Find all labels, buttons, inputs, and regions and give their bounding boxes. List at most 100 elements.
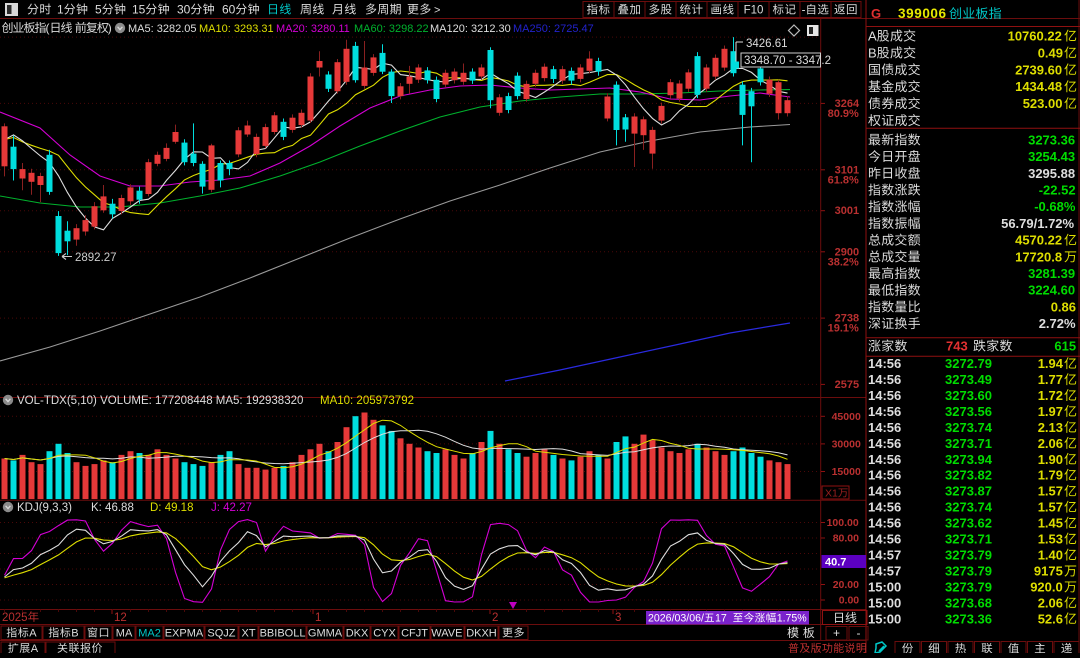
svg-text:14:56: 14:56 (868, 356, 901, 371)
svg-text:14:56: 14:56 (868, 388, 901, 403)
svg-text:14:56: 14:56 (868, 436, 901, 451)
svg-text:14:57: 14:57 (868, 548, 901, 563)
svg-text:2739.60: 2739.60 (1015, 62, 1062, 77)
svg-text:1.45: 1.45 (1038, 516, 1063, 531)
svg-text:3254.43: 3254.43 (1028, 149, 1075, 164)
svg-text:2.06: 2.06 (1038, 595, 1063, 610)
svg-text:3224.60: 3224.60 (1028, 283, 1075, 298)
svg-text:12: 12 (114, 612, 127, 624)
svg-text:5: 5 (95, 3, 102, 17)
svg-text:14:56: 14:56 (868, 516, 901, 531)
svg-text:2026/03/06/: 2026/03/06/ (648, 613, 704, 625)
svg-text:1.97: 1.97 (1038, 404, 1063, 419)
svg-text:14:56: 14:56 (868, 452, 901, 467)
svg-text:14:56: 14:56 (868, 468, 901, 483)
svg-text:61.8%: 61.8% (828, 174, 859, 186)
svg-text:80.9%: 80.9% (828, 108, 859, 120)
svg-text:D: 49.18: D: 49.18 (150, 502, 193, 514)
svg-text:1: 1 (315, 612, 321, 624)
svg-text:399006: 399006 (898, 6, 947, 21)
svg-text:DKX: DKX (346, 628, 369, 640)
svg-text:MA60: 3298.22: MA60: 3298.22 (354, 23, 429, 35)
svg-text:0.00: 0.00 (839, 595, 860, 607)
svg-text:3295.88: 3295.88 (1028, 166, 1075, 181)
svg-text:3273.60: 3273.60 (945, 388, 992, 403)
svg-text:MA10: 3293.31: MA10: 3293.31 (199, 23, 274, 35)
svg-text:17: 17 (715, 613, 727, 625)
svg-text:14:57: 14:57 (868, 564, 901, 579)
svg-text:EXPMA: EXPMA (165, 628, 204, 640)
svg-text:15: 15 (132, 3, 146, 17)
svg-text:2.72%: 2.72% (1039, 316, 1076, 331)
svg-text:3101: 3101 (835, 164, 859, 176)
svg-text:38.2%: 38.2% (828, 256, 859, 268)
svg-text:2.13: 2.13 (1038, 420, 1063, 435)
svg-text:G: G (871, 6, 881, 21)
svg-text:3273.79: 3273.79 (945, 564, 992, 579)
svg-text:3273.94: 3273.94 (945, 452, 993, 467)
svg-text:2.06: 2.06 (1038, 436, 1063, 451)
svg-text:DKXH: DKXH (466, 628, 497, 640)
svg-text:40.7: 40.7 (825, 557, 846, 569)
svg-text:-0.68%: -0.68% (1034, 199, 1076, 214)
svg-text:MA120: 3212.30: MA120: 3212.30 (430, 23, 511, 35)
svg-text:15:00: 15:00 (868, 579, 901, 594)
svg-text:100.00: 100.00 (827, 517, 859, 529)
svg-text:XT: XT (242, 628, 256, 640)
svg-text:14:56: 14:56 (868, 420, 901, 435)
svg-text:743: 743 (946, 339, 968, 354)
svg-text:A: A (29, 628, 37, 640)
svg-text:>: > (434, 5, 440, 17)
svg-text:2738: 2738 (835, 313, 859, 325)
svg-text:MA: MA (116, 628, 133, 640)
svg-text:F10: F10 (744, 5, 764, 17)
svg-text:60: 60 (222, 3, 236, 17)
svg-text:56.79/1.72%: 56.79/1.72% (1001, 216, 1074, 231)
svg-text:MA5: 3282.05: MA5: 3282.05 (128, 23, 197, 35)
svg-text:-22.52: -22.52 (1039, 183, 1076, 198)
svg-text:3264: 3264 (835, 98, 860, 110)
svg-text:1.72: 1.72 (1038, 388, 1063, 403)
svg-text:3273.49: 3273.49 (945, 372, 992, 387)
svg-text:2575: 2575 (835, 379, 859, 391)
svg-text:3273.71: 3273.71 (945, 532, 992, 547)
svg-text:MA250: 2725.47: MA250: 2725.47 (513, 23, 594, 35)
svg-text:920.0: 920.0 (1030, 579, 1063, 594)
svg-text:CYX: CYX (373, 628, 396, 640)
svg-text:B: B (71, 628, 78, 640)
svg-text:10760.22: 10760.22 (1008, 29, 1062, 44)
svg-text:WAVE: WAVE (431, 628, 462, 640)
svg-text:3273.71: 3273.71 (945, 436, 992, 451)
svg-text:2892.27: 2892.27 (75, 252, 117, 264)
svg-text:3273.62: 3273.62 (945, 516, 992, 531)
svg-text:1: 1 (57, 3, 64, 17)
svg-text:2025: 2025 (2, 612, 28, 624)
svg-text:1.57: 1.57 (1038, 484, 1063, 499)
svg-text:15000: 15000 (832, 466, 861, 478)
svg-text:K: 46.88: K: 46.88 (91, 502, 134, 514)
svg-text:1.57: 1.57 (1038, 500, 1063, 515)
svg-text:3273.87: 3273.87 (945, 484, 992, 499)
svg-text:-: - (802, 5, 806, 17)
svg-text:14:56: 14:56 (868, 532, 901, 547)
svg-text:3273.36: 3273.36 (1028, 132, 1075, 147)
svg-text:3281.39: 3281.39 (1028, 266, 1075, 281)
svg-text:3273.74: 3273.74 (945, 420, 993, 435)
svg-text:A: A (868, 29, 877, 44)
svg-text:15:00: 15:00 (868, 595, 901, 610)
svg-text:MA2: MA2 (138, 628, 161, 640)
svg-text:3001: 3001 (835, 205, 859, 217)
svg-text:1.53: 1.53 (1038, 532, 1063, 547)
svg-text:45000: 45000 (832, 411, 861, 423)
svg-text:SQJZ: SQJZ (207, 628, 235, 640)
svg-text:1434.48: 1434.48 (1015, 79, 1062, 94)
svg-text:B: B (868, 45, 877, 60)
svg-text:-: - (857, 626, 861, 640)
svg-text:0.49: 0.49 (1038, 45, 1063, 60)
svg-text:1.94: 1.94 (1038, 356, 1064, 371)
svg-text:3: 3 (615, 612, 621, 624)
svg-text:30: 30 (177, 3, 191, 17)
svg-text:3426.61: 3426.61 (746, 38, 788, 50)
svg-text:3273.56: 3273.56 (945, 404, 992, 419)
svg-text:3273.68: 3273.68 (945, 595, 992, 610)
